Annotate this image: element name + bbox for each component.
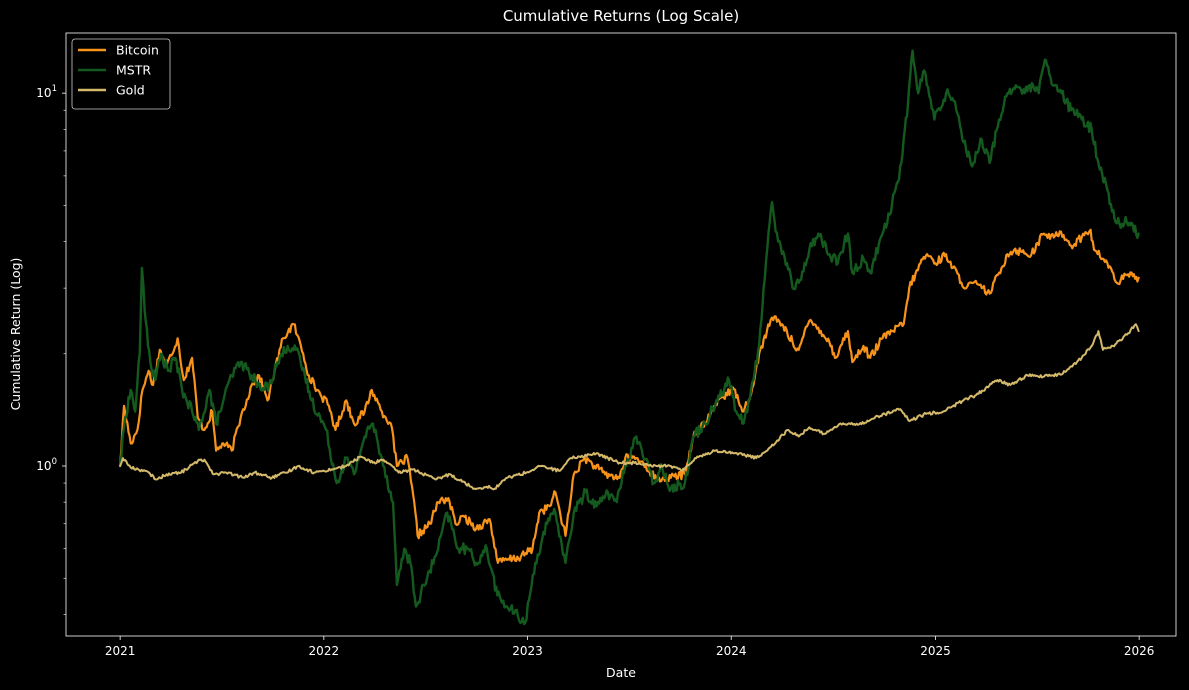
x-tick-label: 2023 xyxy=(512,644,543,658)
y-axis-label: Cumulative Return (Log) xyxy=(8,258,23,411)
legend-label-mstr: MSTR xyxy=(116,63,151,78)
x-tick-label: 2021 xyxy=(105,644,136,658)
legend-label-gold: Gold xyxy=(116,83,145,98)
x-tick-label: 2022 xyxy=(309,644,340,658)
chart-title: Cumulative Returns (Log Scale) xyxy=(503,7,739,25)
x-axis-label: Date xyxy=(606,665,636,680)
plot-area xyxy=(65,32,1177,637)
x-tick-label: 2026 xyxy=(1124,644,1155,658)
x-tick-label: 2024 xyxy=(716,644,747,658)
x-tick-label: 2025 xyxy=(920,644,951,658)
y-tick-label: 101 xyxy=(36,84,57,100)
axes-frame xyxy=(65,32,1177,637)
legend-label-bitcoin: Bitcoin xyxy=(116,43,159,58)
y-axis: 100 101 xyxy=(36,84,66,615)
series-layer xyxy=(118,49,1140,626)
y-tick-label: 100 xyxy=(36,457,57,473)
legend-box xyxy=(71,38,171,110)
legend: Bitcoin MSTR Gold xyxy=(71,38,171,110)
series-line-mstr xyxy=(118,49,1140,626)
x-axis: 2021 2022 2023 2024 2025 2026 xyxy=(105,636,1155,658)
series-line-gold xyxy=(119,323,1140,491)
